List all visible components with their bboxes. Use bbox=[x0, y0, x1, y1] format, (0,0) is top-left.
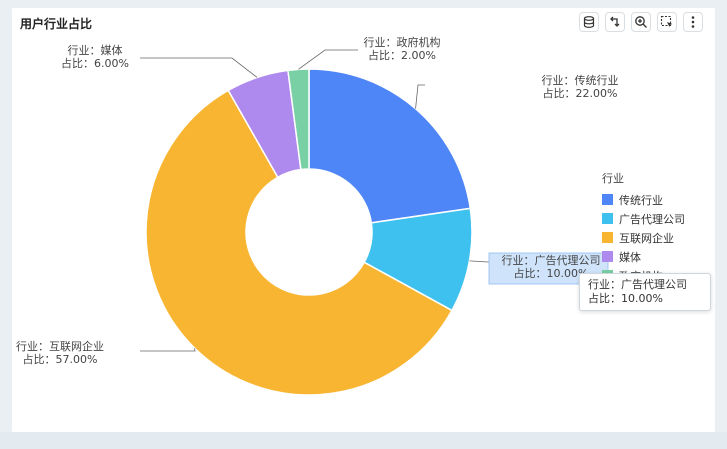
label-value-media: 占比：6.00% bbox=[61, 56, 129, 70]
select-icon bbox=[660, 15, 673, 27]
label-name-government: 行业：政府机构 bbox=[364, 35, 441, 49]
legend-swatch-ad-agency bbox=[602, 213, 613, 224]
restore-button[interactable] bbox=[605, 12, 625, 32]
label-line-traditional bbox=[415, 84, 425, 109]
restore-icon bbox=[610, 16, 620, 27]
slice-internet[interactable] bbox=[145, 89, 453, 396]
label-name-ad-agency: 行业：广告代理公司 bbox=[502, 254, 601, 267]
legend-label-internet: 互联网企业 bbox=[619, 231, 674, 245]
slice-traditional[interactable] bbox=[308, 68, 472, 224]
legend-item-media[interactable]: 媒体 bbox=[602, 247, 685, 266]
legend-item-traditional[interactable]: 传统行业 bbox=[602, 190, 685, 209]
legend-item-internet[interactable]: 互联网企业 bbox=[602, 228, 685, 247]
legend-swatch-media bbox=[602, 251, 613, 262]
label-name-media: 行业：媒体 bbox=[68, 43, 123, 57]
label-value-ad-agency: 占比：10.00% bbox=[514, 266, 589, 280]
legend-swatch-traditional bbox=[602, 194, 613, 205]
label-line-internet bbox=[140, 348, 196, 352]
chart-tooltip: 行业：广告代理公司 占比：10.00% bbox=[579, 273, 711, 311]
legend-item-ad-agency[interactable]: 广告代理公司 bbox=[602, 209, 685, 228]
data-view-icon bbox=[583, 16, 595, 28]
chart-legend: 行业 传统行业广告代理公司互联网企业媒体政府机构 bbox=[602, 170, 685, 285]
tooltip-line-value: 占比：10.00% bbox=[588, 292, 663, 305]
label-value-internet: 占比：57.00% bbox=[23, 352, 98, 366]
more-button[interactable] bbox=[683, 12, 703, 32]
data-view-button[interactable] bbox=[579, 12, 599, 32]
legend-title: 行业 bbox=[602, 172, 624, 185]
legend-label-ad-agency: 广告代理公司 bbox=[619, 212, 685, 226]
label-value-government: 占比：2.00% bbox=[368, 48, 436, 62]
zoom-in-icon bbox=[635, 16, 647, 28]
label-line-government bbox=[298, 49, 358, 70]
zoom-in-button[interactable] bbox=[631, 12, 651, 32]
more-icon bbox=[691, 16, 695, 28]
legend-label-traditional: 传统行业 bbox=[619, 193, 663, 207]
label-line-media bbox=[140, 57, 258, 78]
label-value-traditional: 占比：22.00% bbox=[543, 86, 618, 100]
legend-swatch-internet bbox=[602, 232, 613, 243]
label-name-internet: 行业：互联网企业 bbox=[16, 339, 104, 353]
chart-title: 用户行业占比 bbox=[20, 17, 93, 31]
chart-toolbar bbox=[579, 12, 703, 32]
label-name-traditional: 行业：传统行业 bbox=[542, 74, 619, 87]
legend-label-media: 媒体 bbox=[619, 250, 641, 264]
tooltip-line-name: 行业：广告代理公司 bbox=[588, 278, 687, 291]
slice-government[interactable] bbox=[287, 68, 310, 171]
bottom-bar bbox=[0, 432, 727, 449]
select-button[interactable] bbox=[657, 12, 677, 32]
